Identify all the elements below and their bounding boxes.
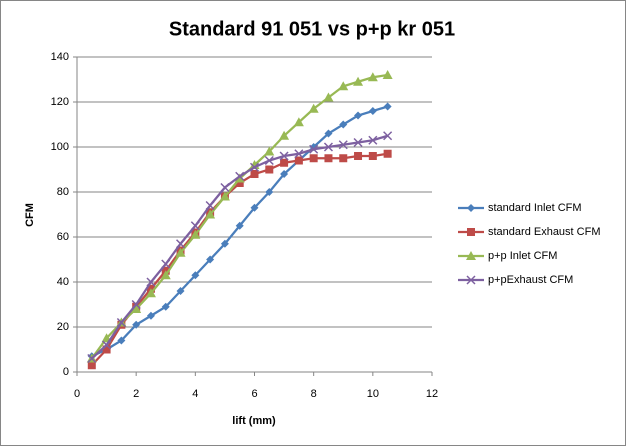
data-point	[191, 271, 200, 280]
data-point	[308, 103, 319, 113]
legend-label: p+pExhaust CFM	[488, 274, 573, 286]
y-tick-label: 40	[57, 276, 69, 288]
data-point	[102, 340, 112, 350]
data-point	[279, 151, 289, 161]
data-point	[324, 154, 333, 163]
x-tick-label: 8	[311, 388, 317, 400]
x-tick-label: 2	[133, 388, 139, 400]
data-point	[264, 155, 274, 166]
data-point	[368, 107, 377, 115]
data-point	[294, 149, 304, 159]
data-point	[176, 239, 186, 249]
data-point	[87, 353, 97, 364]
y-tick-label: 80	[57, 186, 69, 198]
legend-marker	[467, 204, 475, 212]
data-point	[176, 287, 185, 295]
data-point	[235, 171, 245, 181]
y-tick-label: 20	[57, 321, 69, 333]
data-point	[161, 259, 171, 269]
data-point	[265, 165, 274, 174]
data-point	[219, 191, 230, 201]
legend-marker	[466, 251, 476, 260]
data-point	[160, 270, 171, 280]
data-point	[383, 149, 392, 158]
data-point	[367, 72, 378, 82]
data-point	[323, 142, 333, 152]
data-point	[132, 320, 141, 329]
data-point	[205, 209, 216, 219]
data-point	[117, 336, 126, 345]
x-tick-label: 0	[74, 388, 80, 400]
data-point	[250, 170, 259, 178]
data-point	[131, 304, 142, 313]
data-point	[279, 130, 290, 140]
data-point	[264, 146, 275, 156]
x-axis-title: lift (mm)	[232, 415, 276, 427]
data-point	[309, 154, 318, 163]
data-point	[280, 158, 289, 167]
data-point	[338, 81, 349, 91]
data-point	[324, 129, 333, 138]
data-point	[383, 102, 392, 111]
x-tick-label: 12	[426, 388, 438, 400]
legend-marker	[466, 275, 476, 285]
data-point	[161, 302, 170, 311]
legend-marker	[467, 228, 475, 236]
y-tick-label: 140	[51, 51, 69, 63]
data-point	[190, 221, 200, 231]
chart-title: Standard 91 051 vs p+p kr 051	[169, 18, 455, 40]
data-point	[323, 92, 334, 102]
data-point	[220, 239, 229, 248]
data-point	[235, 221, 244, 230]
data-point	[249, 162, 260, 172]
data-point	[102, 345, 111, 354]
data-point	[175, 247, 186, 257]
data-point	[309, 144, 319, 154]
data-point	[206, 255, 215, 264]
x-tick-label: 6	[251, 388, 257, 400]
data-point	[368, 135, 378, 145]
data-point	[339, 120, 348, 129]
data-point	[250, 203, 259, 212]
data-point	[234, 173, 245, 183]
y-axis-title: CFM	[24, 203, 36, 227]
data-point	[382, 70, 393, 79]
data-point	[116, 317, 126, 328]
legend-label: standard Inlet CFM	[488, 202, 582, 214]
y-tick-label: 60	[57, 231, 69, 243]
data-point	[353, 76, 364, 86]
data-point	[190, 229, 201, 239]
x-tick-label: 4	[192, 388, 198, 400]
legend-label: standard Exhaust CFM	[488, 226, 601, 238]
y-tick-label: 0	[63, 366, 69, 378]
data-point	[294, 156, 303, 165]
data-point	[205, 200, 215, 211]
data-point	[368, 152, 377, 160]
data-point	[235, 179, 244, 187]
data-point	[354, 152, 363, 160]
data-point	[354, 111, 363, 120]
data-point	[383, 131, 393, 141]
data-point	[87, 361, 96, 370]
data-point	[146, 277, 156, 287]
y-tick-label: 100	[51, 141, 69, 153]
data-point	[338, 140, 348, 150]
y-tick-label: 120	[51, 96, 69, 108]
data-point	[146, 311, 155, 320]
data-point	[280, 170, 289, 178]
legend-label: p+p Inlet CFM	[488, 250, 557, 262]
data-point	[265, 188, 274, 196]
data-point	[339, 154, 348, 163]
x-tick-label: 10	[367, 388, 379, 400]
data-point	[353, 137, 363, 148]
data-point	[131, 299, 141, 310]
data-point	[293, 117, 304, 127]
data-point	[220, 182, 230, 193]
data-point	[145, 288, 156, 298]
